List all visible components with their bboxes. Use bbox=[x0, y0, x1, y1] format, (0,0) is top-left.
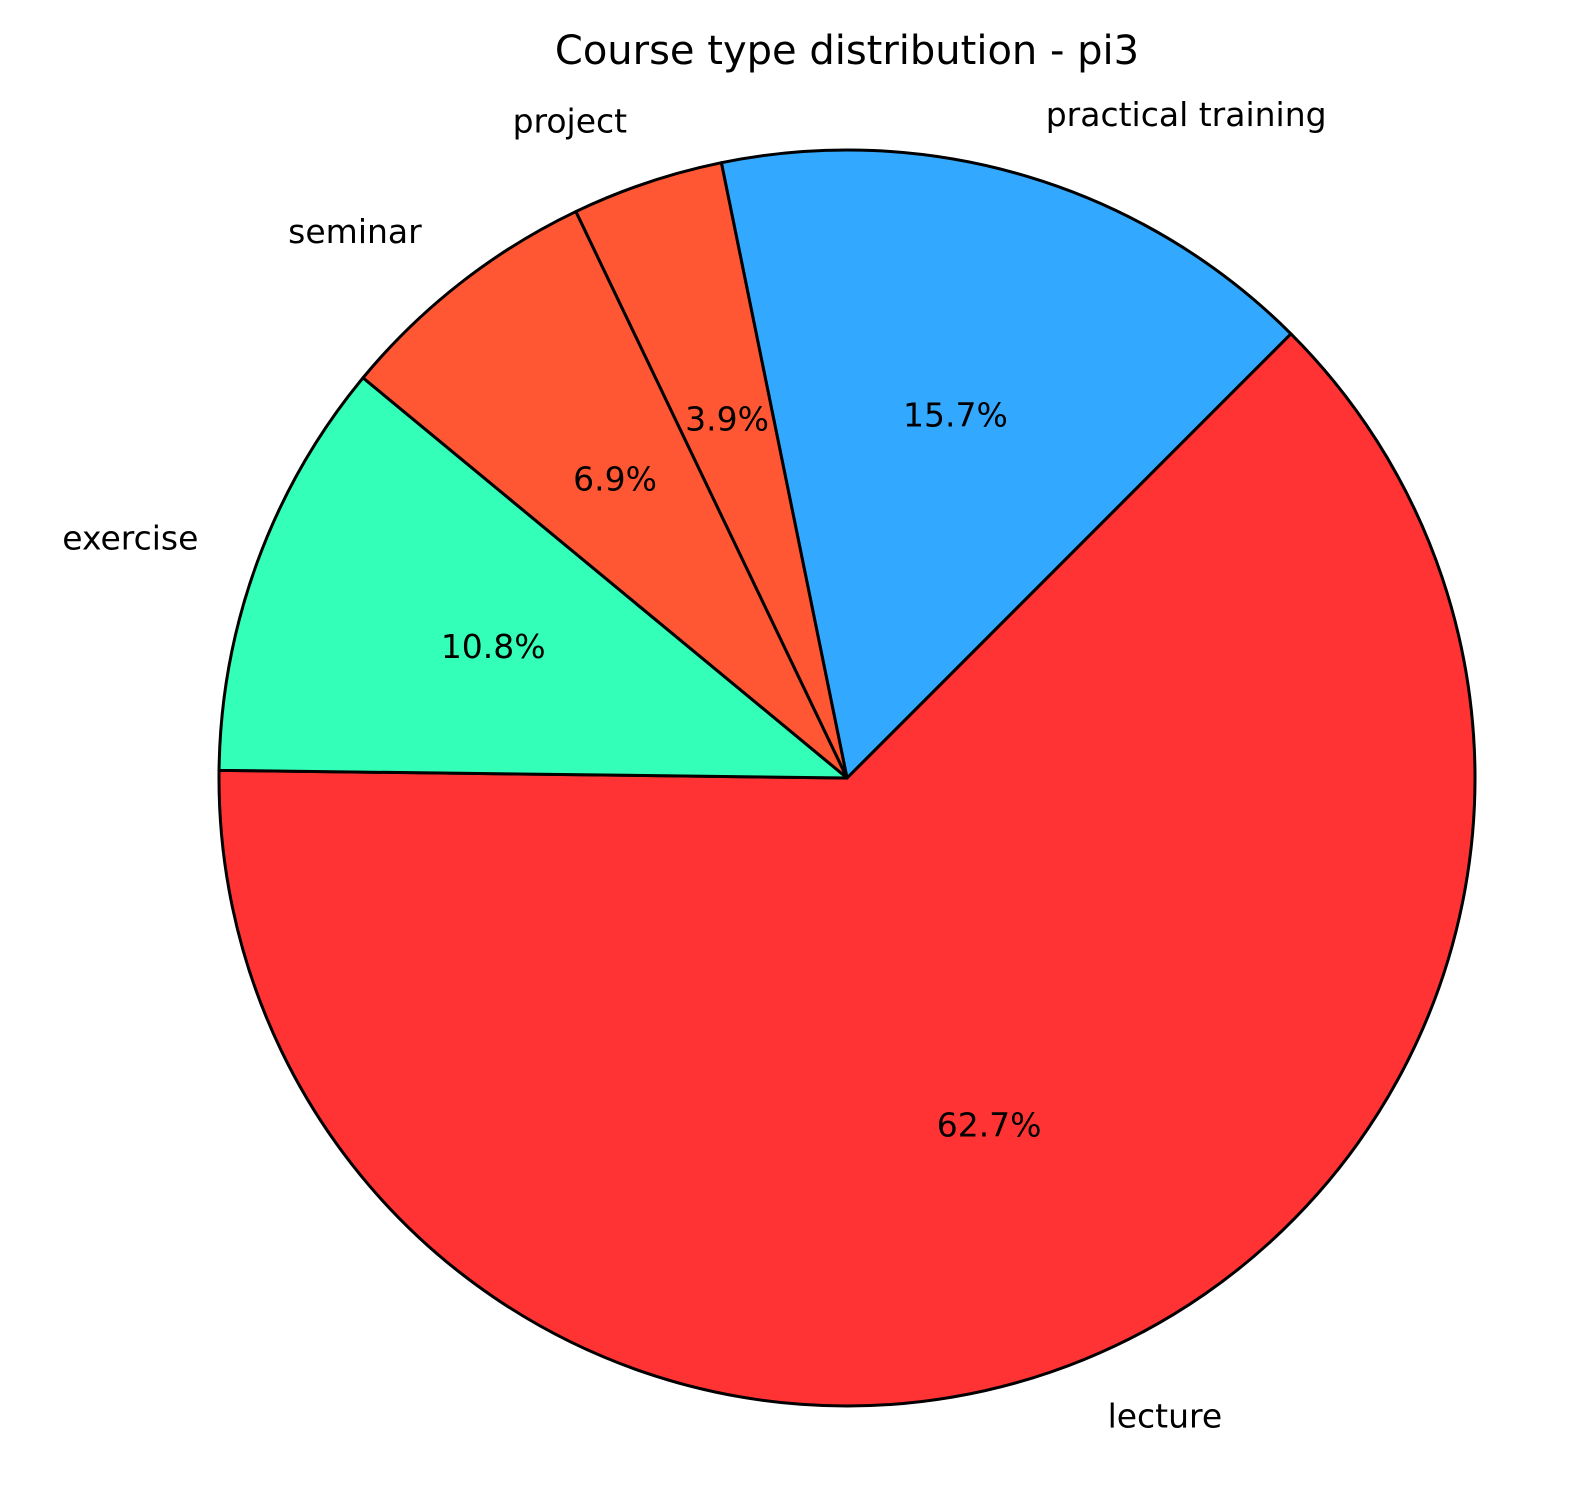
category-label: practical training bbox=[1046, 95, 1327, 134]
slice-lecture bbox=[217, 332, 1477, 1408]
percent-label: 10.8% bbox=[441, 627, 546, 666]
slice-exercise bbox=[217, 376, 849, 780]
category-label: exercise bbox=[62, 519, 198, 558]
percent-label: 6.9% bbox=[573, 460, 657, 499]
slices bbox=[217, 148, 1477, 1408]
category-label: seminar bbox=[288, 212, 422, 251]
slice-seminar bbox=[361, 210, 849, 780]
slice-practical-training bbox=[719, 148, 1293, 780]
percent-label: 62.7% bbox=[937, 1105, 1042, 1144]
percent-label: 3.9% bbox=[685, 399, 769, 438]
labels: lecture 62.7% practical training 15.7% proje… bbox=[62, 95, 1326, 1435]
category-label: project bbox=[513, 102, 628, 141]
category-label: lecture bbox=[1108, 1396, 1223, 1435]
chart-title: Course type distribution - pi3 bbox=[555, 28, 1139, 74]
percent-label: 15.7% bbox=[903, 396, 1008, 435]
